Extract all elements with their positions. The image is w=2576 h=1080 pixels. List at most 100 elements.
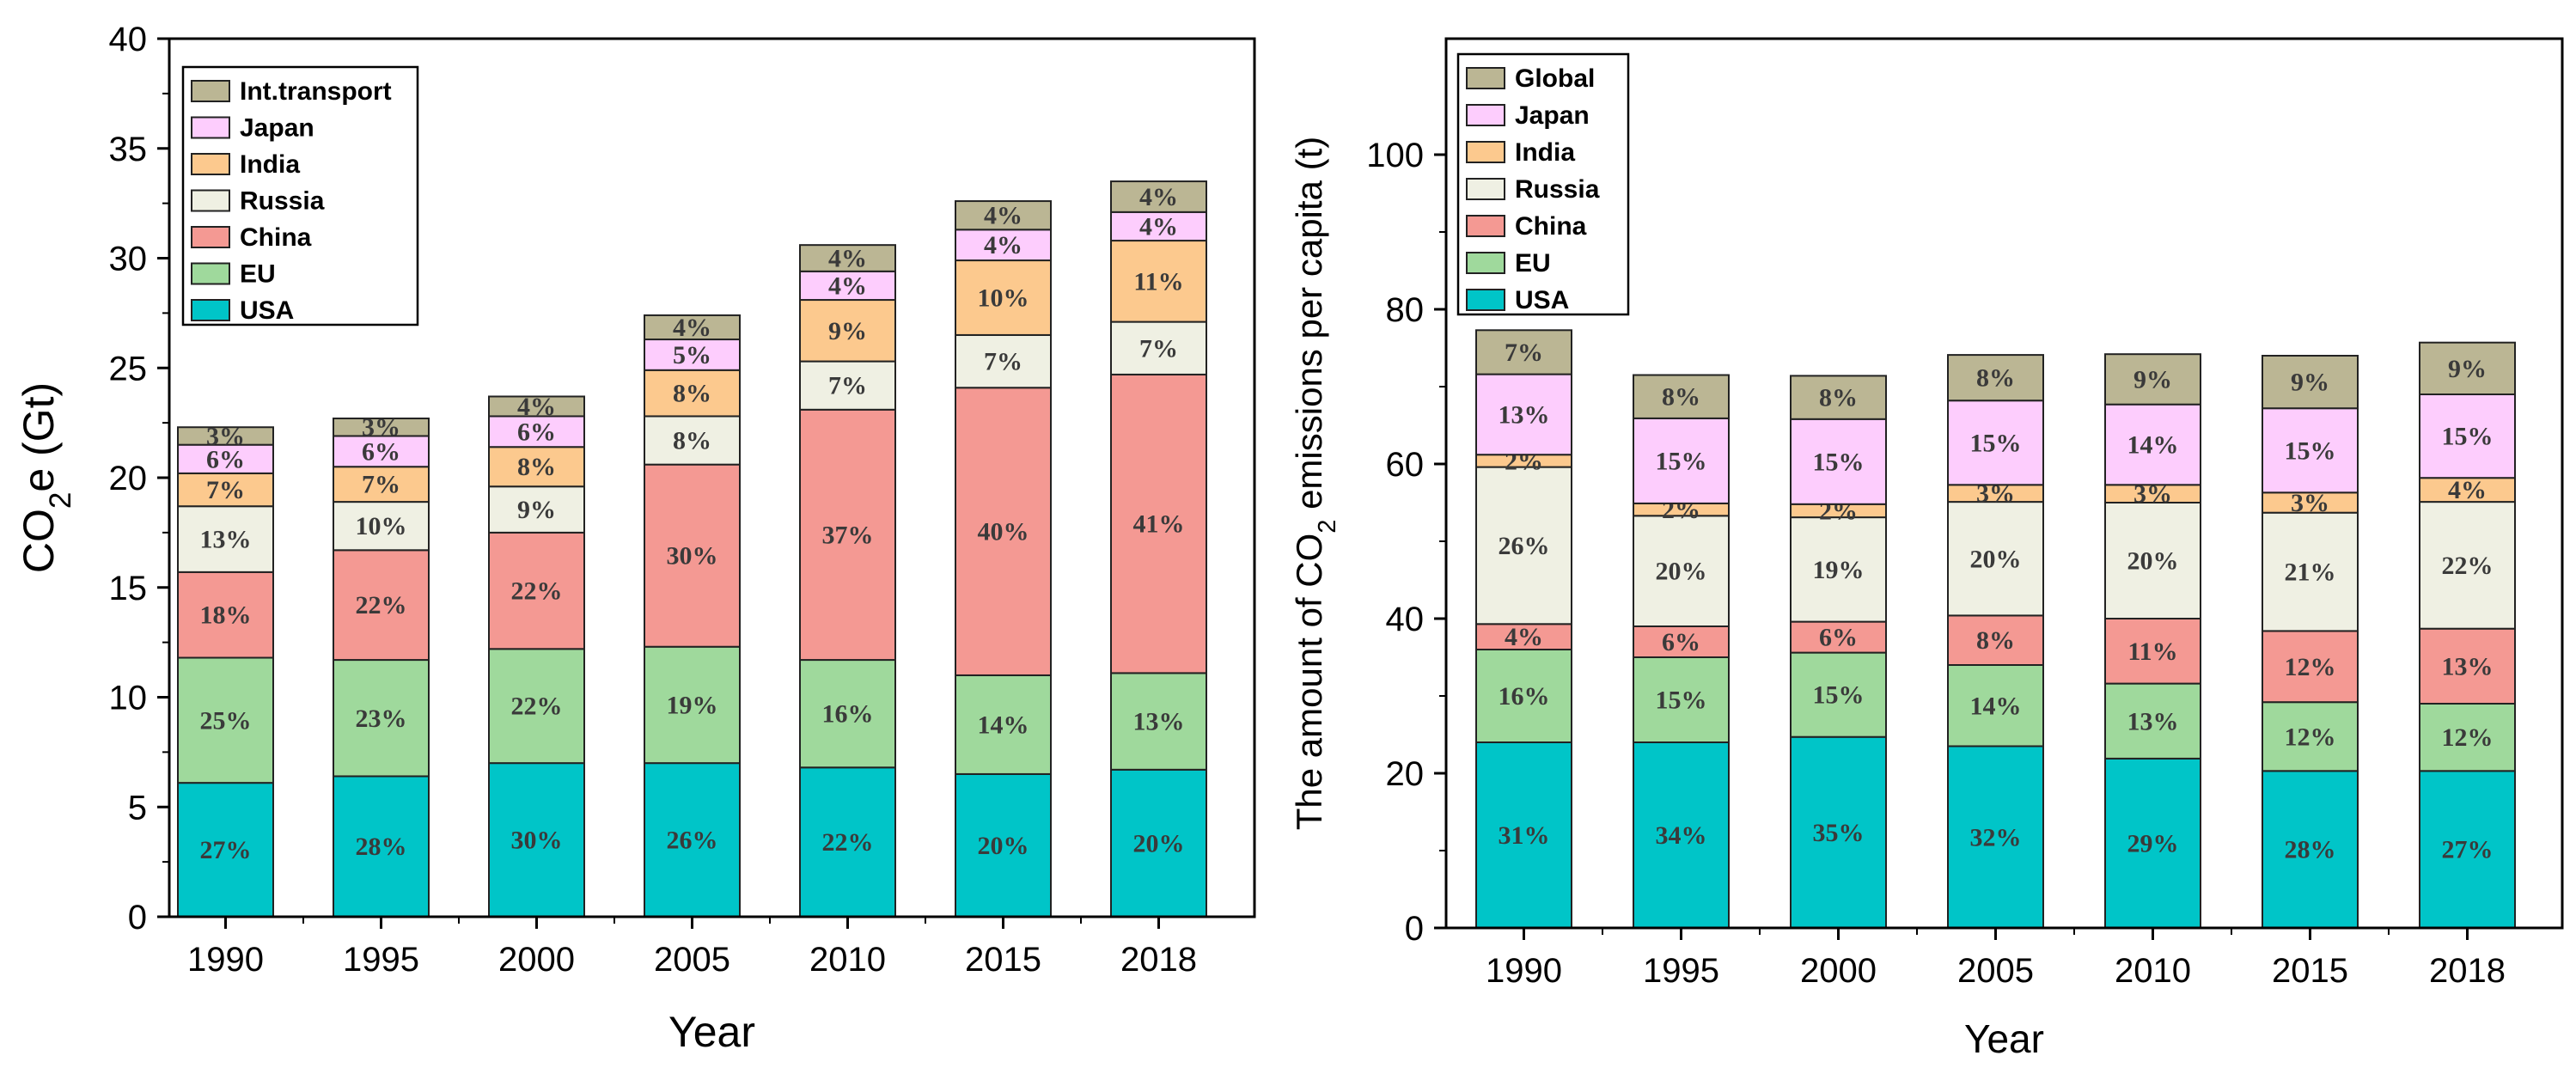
legend-label-eu: EU <box>240 260 276 289</box>
bar-segment-usa-2000 <box>488 762 585 918</box>
bar-segment-eu-2015 <box>955 674 1052 775</box>
bar-segment-japan-2010 <box>2104 403 2201 486</box>
bar-segment-global-2005 <box>1947 354 2044 402</box>
bar-segment-inttransport-2005 <box>644 314 741 341</box>
segment-label-eu-2018: 12% <box>2442 723 2494 752</box>
segment-label-india-2000: 8% <box>517 453 556 481</box>
y-tick-label-100: 100 <box>1366 137 1424 174</box>
y-tick-label-25: 25 <box>109 350 148 387</box>
bar-segment-usa-2015 <box>2262 770 2359 929</box>
segment-label-usa-2005: 32% <box>1970 823 2022 851</box>
bar-segment-inttransport-1990 <box>177 426 274 446</box>
segment-label-japan-2005: 5% <box>673 341 711 369</box>
segment-label-china-2018: 41% <box>1133 510 1185 539</box>
segment-label-usa-1995: 28% <box>356 833 407 861</box>
bar-segment-japan-2005 <box>1947 400 2044 486</box>
bar-segment-china-1990 <box>1475 623 1572 650</box>
bar-segment-russia-1990 <box>1475 466 1572 625</box>
legend-label-eu: EU <box>1515 249 1551 278</box>
x-tick-label-2000: 2000 <box>1800 952 1877 990</box>
segment-label-china-2005: 30% <box>667 542 718 571</box>
segment-label-eu-2010: 16% <box>822 700 874 729</box>
legend-swatch-china <box>191 226 230 248</box>
segment-label-china-1995: 22% <box>356 591 407 619</box>
bar-segment-russia-2010 <box>2104 502 2201 619</box>
bar-segment-china-2015 <box>955 387 1052 676</box>
segment-label-russia-1990: 13% <box>200 526 252 554</box>
x-tick-label-2018: 2018 <box>2429 952 2506 990</box>
y-tick-label-30: 30 <box>109 241 148 278</box>
segment-label-eu-2010: 13% <box>2127 707 2179 735</box>
y-axis-title: CO2e (Gt) <box>15 382 77 573</box>
legend: Global Japan India Russia China EU USA <box>1456 52 1630 316</box>
bar-segment-global-2010 <box>2104 353 2201 406</box>
segment-label-china-2000: 22% <box>511 577 563 606</box>
segment-label-russia-2015: 7% <box>984 348 1022 376</box>
bar-segment-india-2010 <box>799 299 896 363</box>
segment-label-russia-2010: 20% <box>2127 547 2179 576</box>
segment-label-japan-2010: 14% <box>2127 431 2179 460</box>
chart-right-per-capita-emissions: 31%16%4%26%2%13%7%199034%15%6%20%2%15%8%… <box>1289 37 2564 1061</box>
segment-label-china-2000: 6% <box>1819 624 1858 652</box>
segment-label-china-2010: 37% <box>822 521 874 549</box>
segment-label-japan-1995: 6% <box>362 437 400 466</box>
bar-segment-eu-2000 <box>1790 651 1887 738</box>
segment-label-russia-1995: 20% <box>1656 558 1707 586</box>
segment-label-global-2010: 9% <box>2133 365 2172 394</box>
segment-label-russia-2000: 19% <box>1813 556 1865 584</box>
bar-segment-china-1995 <box>1633 625 1730 658</box>
segment-label-inttransport-1995: 3% <box>362 413 400 442</box>
segment-label-eu-2018: 13% <box>1133 708 1185 736</box>
legend-swatch-japan <box>1466 104 1505 126</box>
bar-segment-usa-1995 <box>1633 741 1730 929</box>
plot-frame <box>1444 37 2564 930</box>
x-tick-label-2000: 2000 <box>498 941 575 979</box>
segment-label-global-1990: 7% <box>1505 339 1543 367</box>
bar-segment-japan-1995 <box>1633 417 1730 504</box>
x-tick-label-2010: 2010 <box>809 941 886 979</box>
legend-swatch-eu <box>191 262 230 285</box>
x-tick-label-1995: 1995 <box>343 941 419 979</box>
legend-label-japan: Japan <box>1515 101 1590 130</box>
bar-segment-usa-1990 <box>177 782 274 918</box>
bar-segment-india-2018 <box>2419 477 2516 503</box>
y-tick-label-10: 10 <box>109 680 148 717</box>
x-tick-label-2005: 2005 <box>654 941 730 979</box>
bar-segment-global-2018 <box>2419 341 2516 396</box>
segment-label-eu-2005: 14% <box>1970 692 2022 720</box>
bar-segment-russia-1995 <box>333 501 430 552</box>
legend-swatch-inttransport <box>191 80 230 102</box>
bar-segment-japan-1990 <box>1475 373 1572 456</box>
bar-segment-inttransport-2000 <box>488 395 585 418</box>
segment-label-japan-2018: 15% <box>2442 423 2494 451</box>
bar-segment-russia-2010 <box>799 360 896 411</box>
segment-label-china-2018: 13% <box>2442 652 2494 680</box>
segment-label-china-1995: 6% <box>1662 628 1700 656</box>
bar-segment-global-1995 <box>1633 374 1730 419</box>
segment-label-india-2010: 9% <box>828 317 867 345</box>
bar-segment-eu-2010 <box>2104 682 2201 760</box>
segment-label-india-1995: 7% <box>362 471 400 499</box>
segment-label-russia-1990: 26% <box>1499 532 1550 560</box>
segment-label-inttransport-2005: 4% <box>673 314 711 342</box>
segment-label-india-1990: 7% <box>206 476 245 504</box>
legend-label-inttransport: Int.transport <box>240 77 392 106</box>
y-tick-label-0: 0 <box>1405 910 1424 948</box>
bar-segment-india-2005 <box>644 369 741 418</box>
x-tick-label-1990: 1990 <box>1486 952 1562 990</box>
bar-segment-usa-1995 <box>333 775 430 918</box>
segment-label-eu-1990: 16% <box>1499 682 1550 711</box>
segment-label-china-2010: 11% <box>2127 638 2177 666</box>
segment-label-japan-2005: 15% <box>1970 429 2022 457</box>
bar-segment-china-2015 <box>2262 630 2359 704</box>
segment-label-india-2018: 4% <box>2448 476 2487 504</box>
y-tick-label-35: 35 <box>109 131 148 168</box>
segment-label-usa-2000: 35% <box>1813 819 1865 847</box>
bar-segment-japan-2015 <box>955 229 1052 262</box>
segment-label-eu-1995: 23% <box>356 705 407 733</box>
segment-label-eu-2015: 12% <box>2285 723 2336 751</box>
segment-label-russia-1995: 10% <box>356 512 407 540</box>
bar-segment-russia-1995 <box>1633 515 1730 627</box>
segment-label-india-2018: 11% <box>1133 267 1183 296</box>
